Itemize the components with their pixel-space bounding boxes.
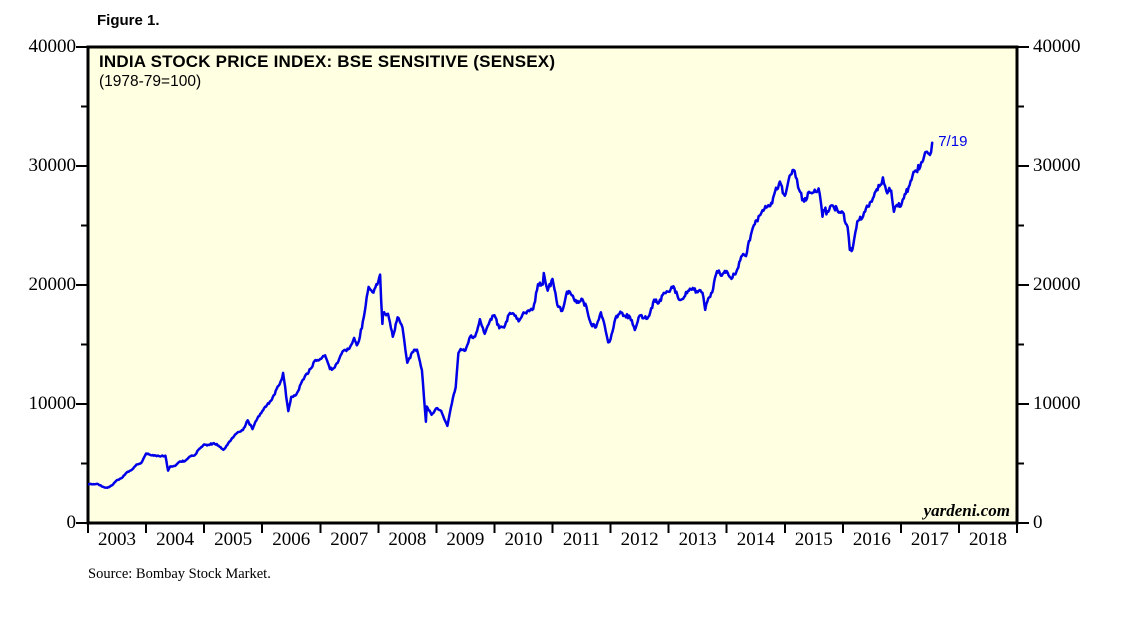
x-axis-label: 2014 (736, 529, 775, 550)
x-axis-label: 2011 (562, 529, 601, 550)
x-axis-label: 2004 (156, 529, 195, 550)
y-axis-label-left: 30000 (28, 155, 77, 176)
plot-frame (86, 45, 1019, 525)
sensex-price-line (88, 141, 934, 490)
x-axis-label: 2009 (446, 529, 485, 550)
y-axis-label-left: 40000 (28, 36, 77, 57)
x-axis-label: 2013 (678, 529, 717, 550)
x-axis-label: 2012 (620, 529, 659, 550)
y-axis-label-right: 30000 (1033, 155, 1081, 176)
x-axis-label: 2016 (852, 529, 891, 550)
y-axis-label-right: 40000 (1033, 36, 1081, 57)
x-axis-label: 2005 (214, 529, 253, 550)
y-axis-label-right: 10000 (1033, 393, 1081, 414)
x-axis-label: 2008 (388, 529, 427, 550)
x-axis-label: 2018 (968, 529, 1007, 550)
x-axis-label: 2006 (272, 529, 311, 550)
watermark-yardeni: yardeni.com (923, 501, 1010, 520)
y-axis-label-left: 10000 (28, 393, 77, 414)
y-axis-label-left: 20000 (28, 274, 77, 295)
x-axis-label: 2010 (504, 529, 543, 550)
x-axis-label: 2007 (330, 529, 369, 550)
source-note: Source: Bombay Stock Market. (88, 566, 271, 582)
last-value-annotation: 7/19 (938, 132, 968, 150)
figure-label: Figure 1. (97, 12, 160, 29)
y-axis-label-left: 0 (66, 512, 77, 533)
chart-subtitle: (1978-79=100) (99, 73, 202, 90)
x-axis-label: 2017 (910, 529, 949, 550)
chart-title: INDIA STOCK PRICE INDEX: BSE SENSITIVE (… (99, 52, 556, 71)
y-axis-label-right: 0 (1033, 512, 1043, 533)
x-axis-label: 2015 (794, 529, 833, 550)
y-axis-label-right: 20000 (1033, 274, 1081, 295)
x-axis-label: 2003 (98, 529, 137, 550)
